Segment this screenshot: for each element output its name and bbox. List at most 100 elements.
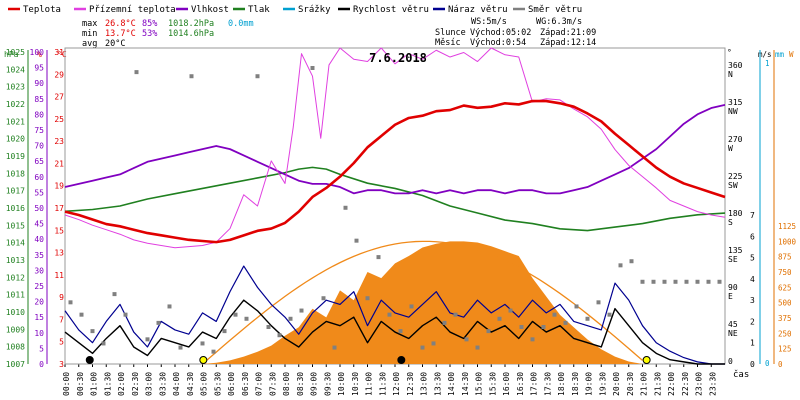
legend: Teplota Přízemní teplota Vlhkost Tlak Srážky…: [8, 5, 582, 15]
stats-value: 85%: [142, 19, 157, 29]
x-tick-label: 07:00: [255, 372, 264, 396]
x-tick-label: 13:30: [433, 372, 442, 396]
solar-tick-label: 250: [778, 329, 792, 338]
humidity-tick-label: 75: [34, 126, 44, 135]
wind-direction-point: [596, 300, 601, 305]
x-tick-label: 14:00: [447, 372, 456, 396]
x-tick-label: 19:00: [585, 372, 594, 396]
info-moon-label: Měsíc: [435, 38, 461, 48]
info-panel: WS:5m/s WG:6.3m/s Slunce Východ:05:02 Západ:…: [435, 17, 596, 48]
series-line: [64, 47, 726, 249]
x-tick-label: 04:30: [186, 372, 195, 396]
wind-direction-point: [68, 300, 73, 305]
wind-speed-tick-label: 5: [750, 254, 755, 263]
wind-direction-point: [112, 292, 117, 297]
x-tick-label: 01:30: [103, 372, 112, 396]
pressure-tick-label: 1019: [6, 152, 25, 161]
wind-speed-tick-label: 3: [750, 296, 755, 305]
x-tick-label: 00:30: [76, 372, 85, 396]
x-tick-label: 10:00: [337, 372, 346, 396]
x-tick-label: 09:00: [310, 372, 319, 396]
wind-direction-point: [640, 279, 645, 284]
solar-tick-label: 1000: [778, 237, 797, 246]
x-tick-label: 10:30: [351, 372, 360, 396]
wind-direction-point: [90, 329, 95, 334]
pressure-tick-label: 1016: [6, 204, 25, 213]
x-tick-label: 04:00: [172, 372, 181, 396]
wind-direction-point: [420, 345, 425, 350]
direction-tick-label: 180: [728, 209, 743, 218]
wind-direction-point: [200, 341, 205, 346]
x-tick-label: 22:30: [681, 372, 690, 396]
rain-tick-label: 1: [765, 59, 770, 68]
wind-direction-point: [387, 312, 392, 317]
solar-tick-label: 500: [778, 299, 792, 308]
temperature-tick-label: 31: [54, 48, 64, 57]
wind-direction-point: [684, 279, 689, 284]
wind-direction-point: [145, 337, 150, 342]
series-line: [64, 299, 725, 365]
legend-label: Srážky: [298, 5, 331, 15]
wind-speed-tick-label: 2: [750, 317, 755, 326]
pressure-tick-label: 1014: [6, 239, 25, 248]
wind-direction-point: [178, 345, 183, 350]
temperature-tick-label: 11: [54, 271, 64, 280]
axes: hPa% °C1025102410231022102110201019101810…: [4, 48, 797, 396]
wind-speed-tick-label: 6: [750, 232, 755, 241]
wind-direction-point: [442, 320, 447, 325]
direction-tick-label: 135: [728, 246, 743, 255]
wind-direction-point: [629, 259, 634, 264]
x-tick-label: 02:30: [131, 372, 140, 396]
pressure-tick-label: 1017: [6, 187, 25, 196]
humidity-tick-label: 55: [34, 188, 44, 197]
temperature-tick-label: 19: [54, 182, 64, 191]
wind-direction-point: [508, 308, 513, 313]
wind-direction-point: [79, 312, 84, 317]
temperature-tick-label: 9: [59, 293, 64, 302]
wind-direction-point: [541, 325, 546, 329]
moon-marker: [85, 356, 94, 364]
humidity-tick-label: 15: [34, 313, 44, 322]
pressure-tick-label: 1021: [6, 117, 25, 126]
wind-direction-point: [299, 308, 304, 313]
legend-label: Teplota: [23, 5, 61, 15]
wind-direction-point: [574, 304, 579, 309]
stats-value: 1018.2hPa: [168, 19, 214, 29]
wind-direction-point: [123, 312, 128, 317]
stats-value: 13.7°C: [105, 29, 136, 39]
info-sun-rise: Východ:05:02: [470, 28, 531, 38]
legend-label: Tlak: [248, 5, 270, 15]
temperature-tick-label: 15: [54, 226, 64, 235]
humidity-unit: %: [37, 50, 42, 59]
x-tick-label: 09:30: [323, 372, 332, 396]
x-tick-label: 23:00: [695, 372, 704, 396]
humidity-tick-label: 5: [39, 344, 44, 353]
wind-direction-point: [321, 296, 326, 301]
solar-tick-label: 750: [778, 268, 792, 277]
wind-direction-point: [288, 316, 293, 321]
stats-value: min: [82, 29, 97, 39]
x-tick-label: 11:30: [378, 372, 387, 396]
wind-direction-point: [134, 70, 139, 75]
direction-tick-label: 90: [728, 283, 738, 292]
solar-max-curve: [202, 240, 643, 365]
x-tick-label: 21:30: [653, 372, 662, 396]
wind-direction-point: [365, 296, 370, 301]
direction-tick-label: 0: [728, 357, 733, 366]
wind-direction-point: [244, 316, 249, 321]
stats-value: 0.0mm: [228, 19, 254, 29]
humidity-tick-label: 65: [34, 157, 44, 166]
wind-direction-point: [354, 238, 359, 243]
pressure-unit: hPa: [4, 50, 19, 59]
series-line: [64, 265, 725, 365]
humidity-tick-label: 70: [34, 142, 44, 151]
series-line: [64, 166, 726, 232]
wind-speed-tick-label: 1: [750, 339, 755, 348]
stats-value: 20°C: [105, 39, 125, 49]
humidity-tick-label: 95: [34, 64, 44, 73]
wind-direction-point: [255, 74, 260, 79]
humidity-tick-label: 50: [34, 204, 44, 213]
direction-name-label: W: [728, 144, 733, 153]
wind-speed-tick-label: 4: [750, 275, 755, 284]
